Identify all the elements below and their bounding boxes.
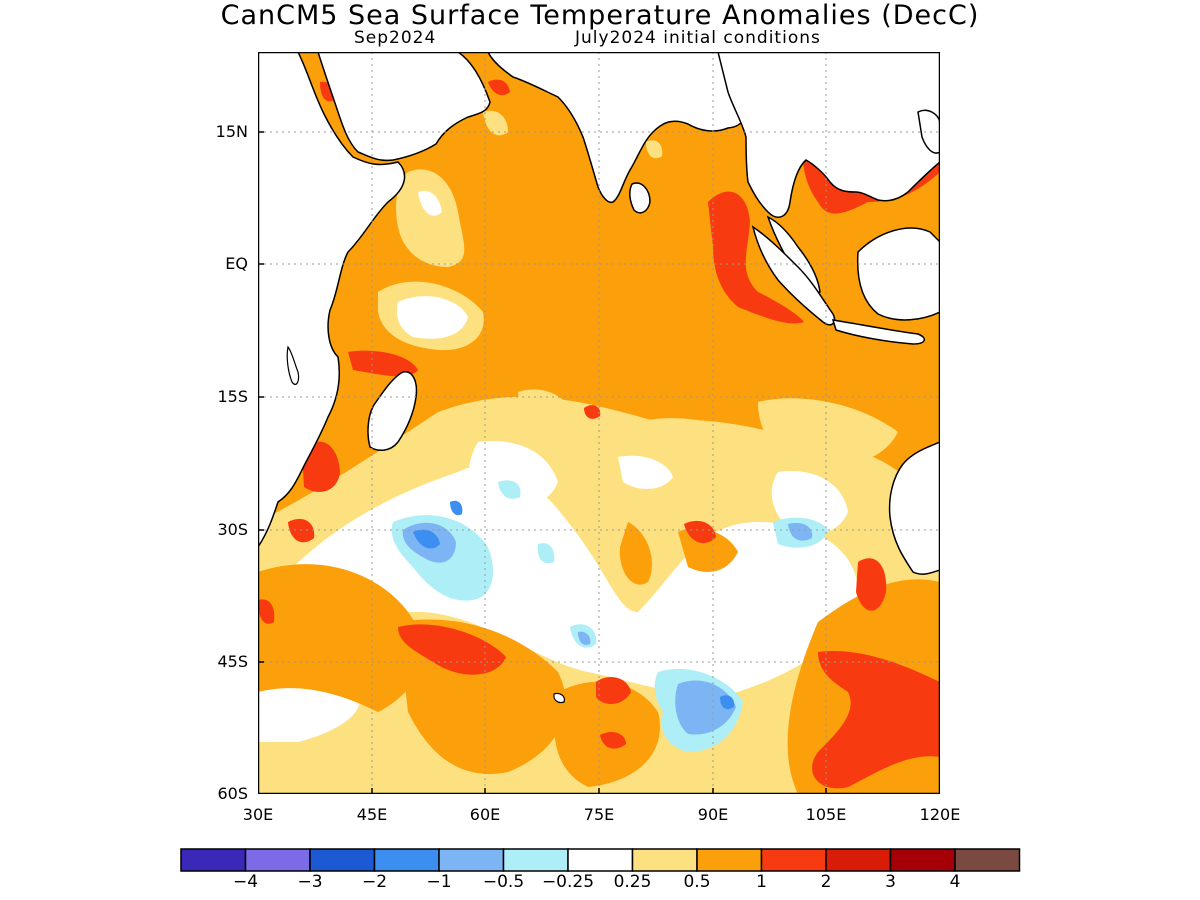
anomaly-region-orange-sw	[258, 564, 423, 712]
anomaly-region-neutral-c	[469, 441, 558, 507]
anomaly-region-blue-2	[675, 680, 736, 735]
anomaly-region-red-mid	[684, 520, 716, 544]
colorbar-swatch	[244, 848, 311, 872]
anomaly-region-light-bay	[646, 140, 663, 159]
land-kerguelen	[553, 692, 565, 704]
land-arabia	[317, 52, 491, 162]
anomaly-region-neutral-c2	[618, 455, 673, 489]
colorbar-swatch	[309, 848, 376, 872]
colorbar-swatch	[631, 848, 698, 872]
land-africa	[258, 52, 406, 549]
anomaly-region-blue-dark-1	[413, 529, 440, 549]
initial-conditions-label: July2024 initial conditions	[575, 28, 821, 48]
anomaly-region-light-n	[483, 110, 508, 136]
anomaly-region-orange-mid2	[619, 522, 652, 585]
colorbar-label: −0.5	[482, 872, 525, 892]
anomaly-region-light-c2	[638, 418, 758, 476]
land-borneo	[856, 227, 940, 321]
land-madagascar	[367, 371, 418, 452]
anomaly-region-red-small	[584, 405, 601, 419]
land-srilanka	[629, 182, 651, 214]
colorbar-swatch	[567, 848, 634, 872]
tick-marks	[258, 131, 827, 794]
anomaly-region-light-c1	[518, 389, 578, 440]
anomaly-region-red-madag	[348, 350, 418, 377]
anomaly-region-red-w	[302, 441, 340, 492]
land-australia	[888, 441, 940, 575]
y-tick-label: EQ	[225, 254, 248, 273]
colorbar-swatch	[180, 848, 247, 872]
colorbar-label: 3	[885, 872, 896, 892]
anomaly-region-neutral-eq	[396, 296, 468, 339]
colorbar-swatch	[825, 848, 892, 872]
forecast-month: Sep2024	[354, 28, 437, 48]
colorbar-swatch	[373, 848, 440, 872]
colorbar-label: −0.25	[541, 872, 595, 892]
colorbar-swatch	[889, 848, 956, 872]
y-tick-label: 60S	[217, 784, 248, 803]
colorbar-swatch	[760, 848, 827, 872]
colorbar-label: 0.25	[613, 872, 652, 892]
anomaly-region-red-sumatra	[708, 191, 804, 324]
x-tick-label: 105E	[805, 805, 847, 824]
x-tick-label: 75E	[583, 805, 615, 824]
y-tick-label: 15S	[217, 387, 248, 406]
colorbar-swatch	[954, 848, 1021, 872]
land-java	[831, 319, 925, 345]
colorbar-label: 2	[820, 872, 832, 892]
colorbar-swatch	[438, 848, 505, 872]
anomaly-region-red-se	[812, 651, 940, 789]
sst-anomaly-map	[258, 52, 940, 794]
anomaly-region-neutral-arab	[418, 190, 442, 216]
grid-lines	[258, 52, 940, 794]
land-mozambique-isl	[286, 345, 300, 385]
y-tick-label: 45S	[217, 652, 248, 671]
anomaly-region-blue-dark-3	[450, 500, 463, 516]
x-tick-label: 30E	[242, 805, 274, 824]
colorbar-label: 1	[756, 872, 767, 892]
colorbar-swatch	[696, 848, 763, 872]
anomaly-region-blue-4	[578, 631, 591, 645]
anomaly-region-red-arab	[488, 79, 510, 96]
anomaly-region-red-s2	[596, 677, 631, 704]
colorbar-label: 0.5	[683, 872, 711, 892]
anomaly-region-red-sw	[288, 518, 315, 543]
map-title: CanCM5 Sea Surface Temperature Anomalies…	[220, 0, 980, 31]
anomaly-region-light-c3	[758, 398, 898, 466]
anomaly-region-blue-3	[788, 522, 813, 541]
land-sumatra	[751, 225, 836, 326]
anomaly-region-red-w2	[258, 599, 275, 624]
colorbar-label: −4	[232, 872, 259, 892]
colorbar-swatch	[502, 848, 569, 872]
anomaly-region-red-se2	[856, 558, 887, 611]
land-philippines	[917, 109, 940, 154]
y-tick-label: 15N	[215, 122, 248, 141]
anomaly-region-light-arab	[396, 169, 465, 267]
anomaly-region-red-s1	[398, 624, 506, 675]
y-tick-label: 30S	[217, 520, 248, 539]
land-india	[487, 52, 745, 204]
anomaly-region-cyan-5	[498, 480, 521, 499]
colorbar	[180, 848, 1021, 872]
colorbar-label: −2	[361, 872, 388, 892]
colorbar-label: −1	[426, 872, 452, 892]
anomaly-region-blue-dark-2	[720, 695, 735, 710]
anomaly-region-cyan-6	[537, 543, 555, 564]
colorbar-label: 4	[949, 872, 961, 892]
colorbar-label: −3	[297, 872, 323, 892]
land-indochina	[717, 52, 940, 218]
x-tick-label: 60E	[469, 805, 501, 824]
x-tick-label: 90E	[697, 805, 729, 824]
x-tick-label: 120E	[919, 805, 961, 824]
anomaly-region-red-s3	[600, 731, 626, 749]
x-tick-label: 45E	[356, 805, 388, 824]
